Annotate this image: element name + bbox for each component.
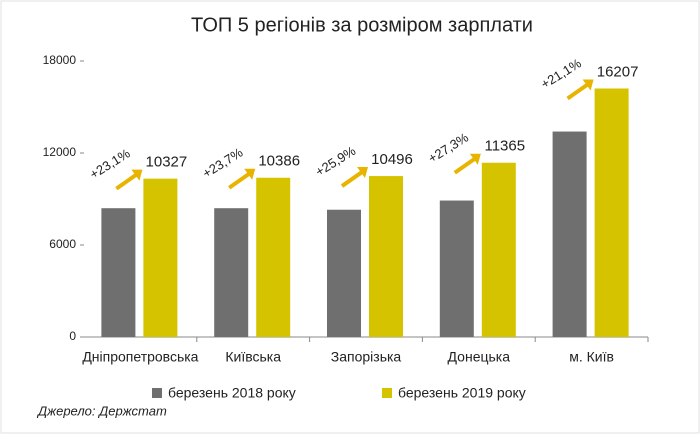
bar: [143, 178, 178, 337]
arrow-head: [244, 168, 256, 180]
bar: [327, 209, 361, 337]
x-tick-label: Київська: [225, 349, 281, 365]
arrow: [115, 173, 138, 191]
y-tick-label: 0: [69, 329, 76, 343]
legend-label: березень 2019 року: [398, 385, 526, 401]
value-label: 10327: [146, 154, 188, 171]
arrow: [228, 172, 251, 190]
arrow: [340, 170, 364, 188]
bar: [552, 131, 587, 337]
bar: [101, 208, 136, 337]
x-tick-label: м. Київ: [569, 349, 614, 365]
chart-title: ТОП 5 регіонів за розміром зарплати: [191, 14, 533, 36]
bar: [256, 177, 291, 337]
arrow-head: [131, 169, 143, 181]
y-tick-label: 12000: [43, 145, 77, 159]
value-label: 11365: [484, 138, 525, 155]
arrow: [566, 82, 589, 101]
arrow: [453, 157, 476, 175]
legend-swatch: [152, 388, 162, 398]
bar: [594, 88, 629, 337]
arrow-head: [469, 153, 481, 165]
bar: [439, 200, 474, 337]
x-tick-label: Дніпропетровська: [82, 349, 198, 365]
value-label: 10386: [258, 153, 300, 170]
bar: [214, 208, 249, 337]
x-tick-label: Донецька: [448, 349, 511, 365]
arrow-head: [357, 167, 368, 179]
y-tick-label: 18000: [43, 53, 77, 67]
value-label: 10496: [371, 151, 413, 168]
y-tick-label: 6000: [49, 237, 76, 251]
bar: [369, 176, 403, 337]
arrow-head: [582, 79, 594, 91]
legend-swatch: [382, 388, 392, 398]
value-label: 16207: [597, 63, 639, 80]
legend-label: березень 2018 року: [168, 385, 296, 401]
x-tick-label: Запорізька: [331, 349, 402, 365]
bar: [481, 162, 516, 337]
source-note: Джерело: Держстат: [36, 403, 167, 418]
